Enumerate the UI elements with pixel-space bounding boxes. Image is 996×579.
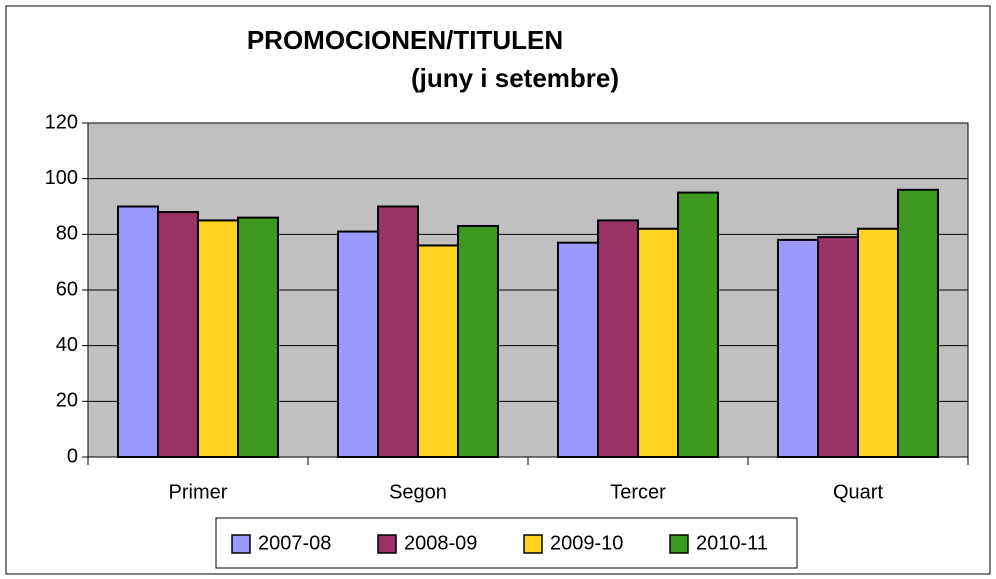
y-tick-label: 100: [45, 167, 78, 189]
bar: [637, 227, 679, 458]
legend-box: [215, 517, 798, 569]
bar: [597, 219, 639, 458]
legend-swatch: [669, 534, 689, 554]
x-tick-label: Quart: [833, 481, 883, 503]
bar: [337, 230, 379, 458]
bar: [377, 205, 419, 458]
y-tick-label: 0: [67, 445, 78, 467]
bar: [117, 205, 159, 458]
bar: [777, 238, 819, 458]
legend-label: 2009-10: [550, 532, 623, 554]
x-tick-label: Tercer: [610, 481, 666, 503]
chart-title: PROMOCIONEN/TITULEN: [247, 25, 563, 55]
y-tick-label: 20: [56, 390, 78, 412]
bar: [557, 241, 599, 458]
bar: [157, 211, 199, 458]
bar: [677, 191, 719, 458]
bar: [417, 244, 459, 458]
legend-swatch: [377, 534, 397, 554]
bar: [457, 224, 499, 458]
chart-subtitle: (juny i setembre): [411, 63, 619, 93]
bar: [897, 188, 939, 459]
legend-label: 2008-09: [404, 532, 477, 554]
legend-label: 2007-08: [258, 532, 331, 554]
bar: [857, 227, 899, 458]
bar: [237, 216, 279, 458]
legend-label: 2010-11: [696, 532, 768, 554]
y-tick-label: 80: [56, 223, 78, 245]
bar: [197, 219, 239, 458]
x-tick-label: Segon: [389, 481, 447, 503]
y-tick-label: 60: [56, 278, 78, 300]
bar: [817, 236, 859, 458]
legend-swatch: [523, 534, 543, 554]
y-tick-label: 120: [45, 111, 78, 133]
x-tick-label: Primer: [169, 481, 228, 503]
y-tick-label: 40: [56, 334, 78, 356]
legend-swatch: [231, 534, 251, 554]
